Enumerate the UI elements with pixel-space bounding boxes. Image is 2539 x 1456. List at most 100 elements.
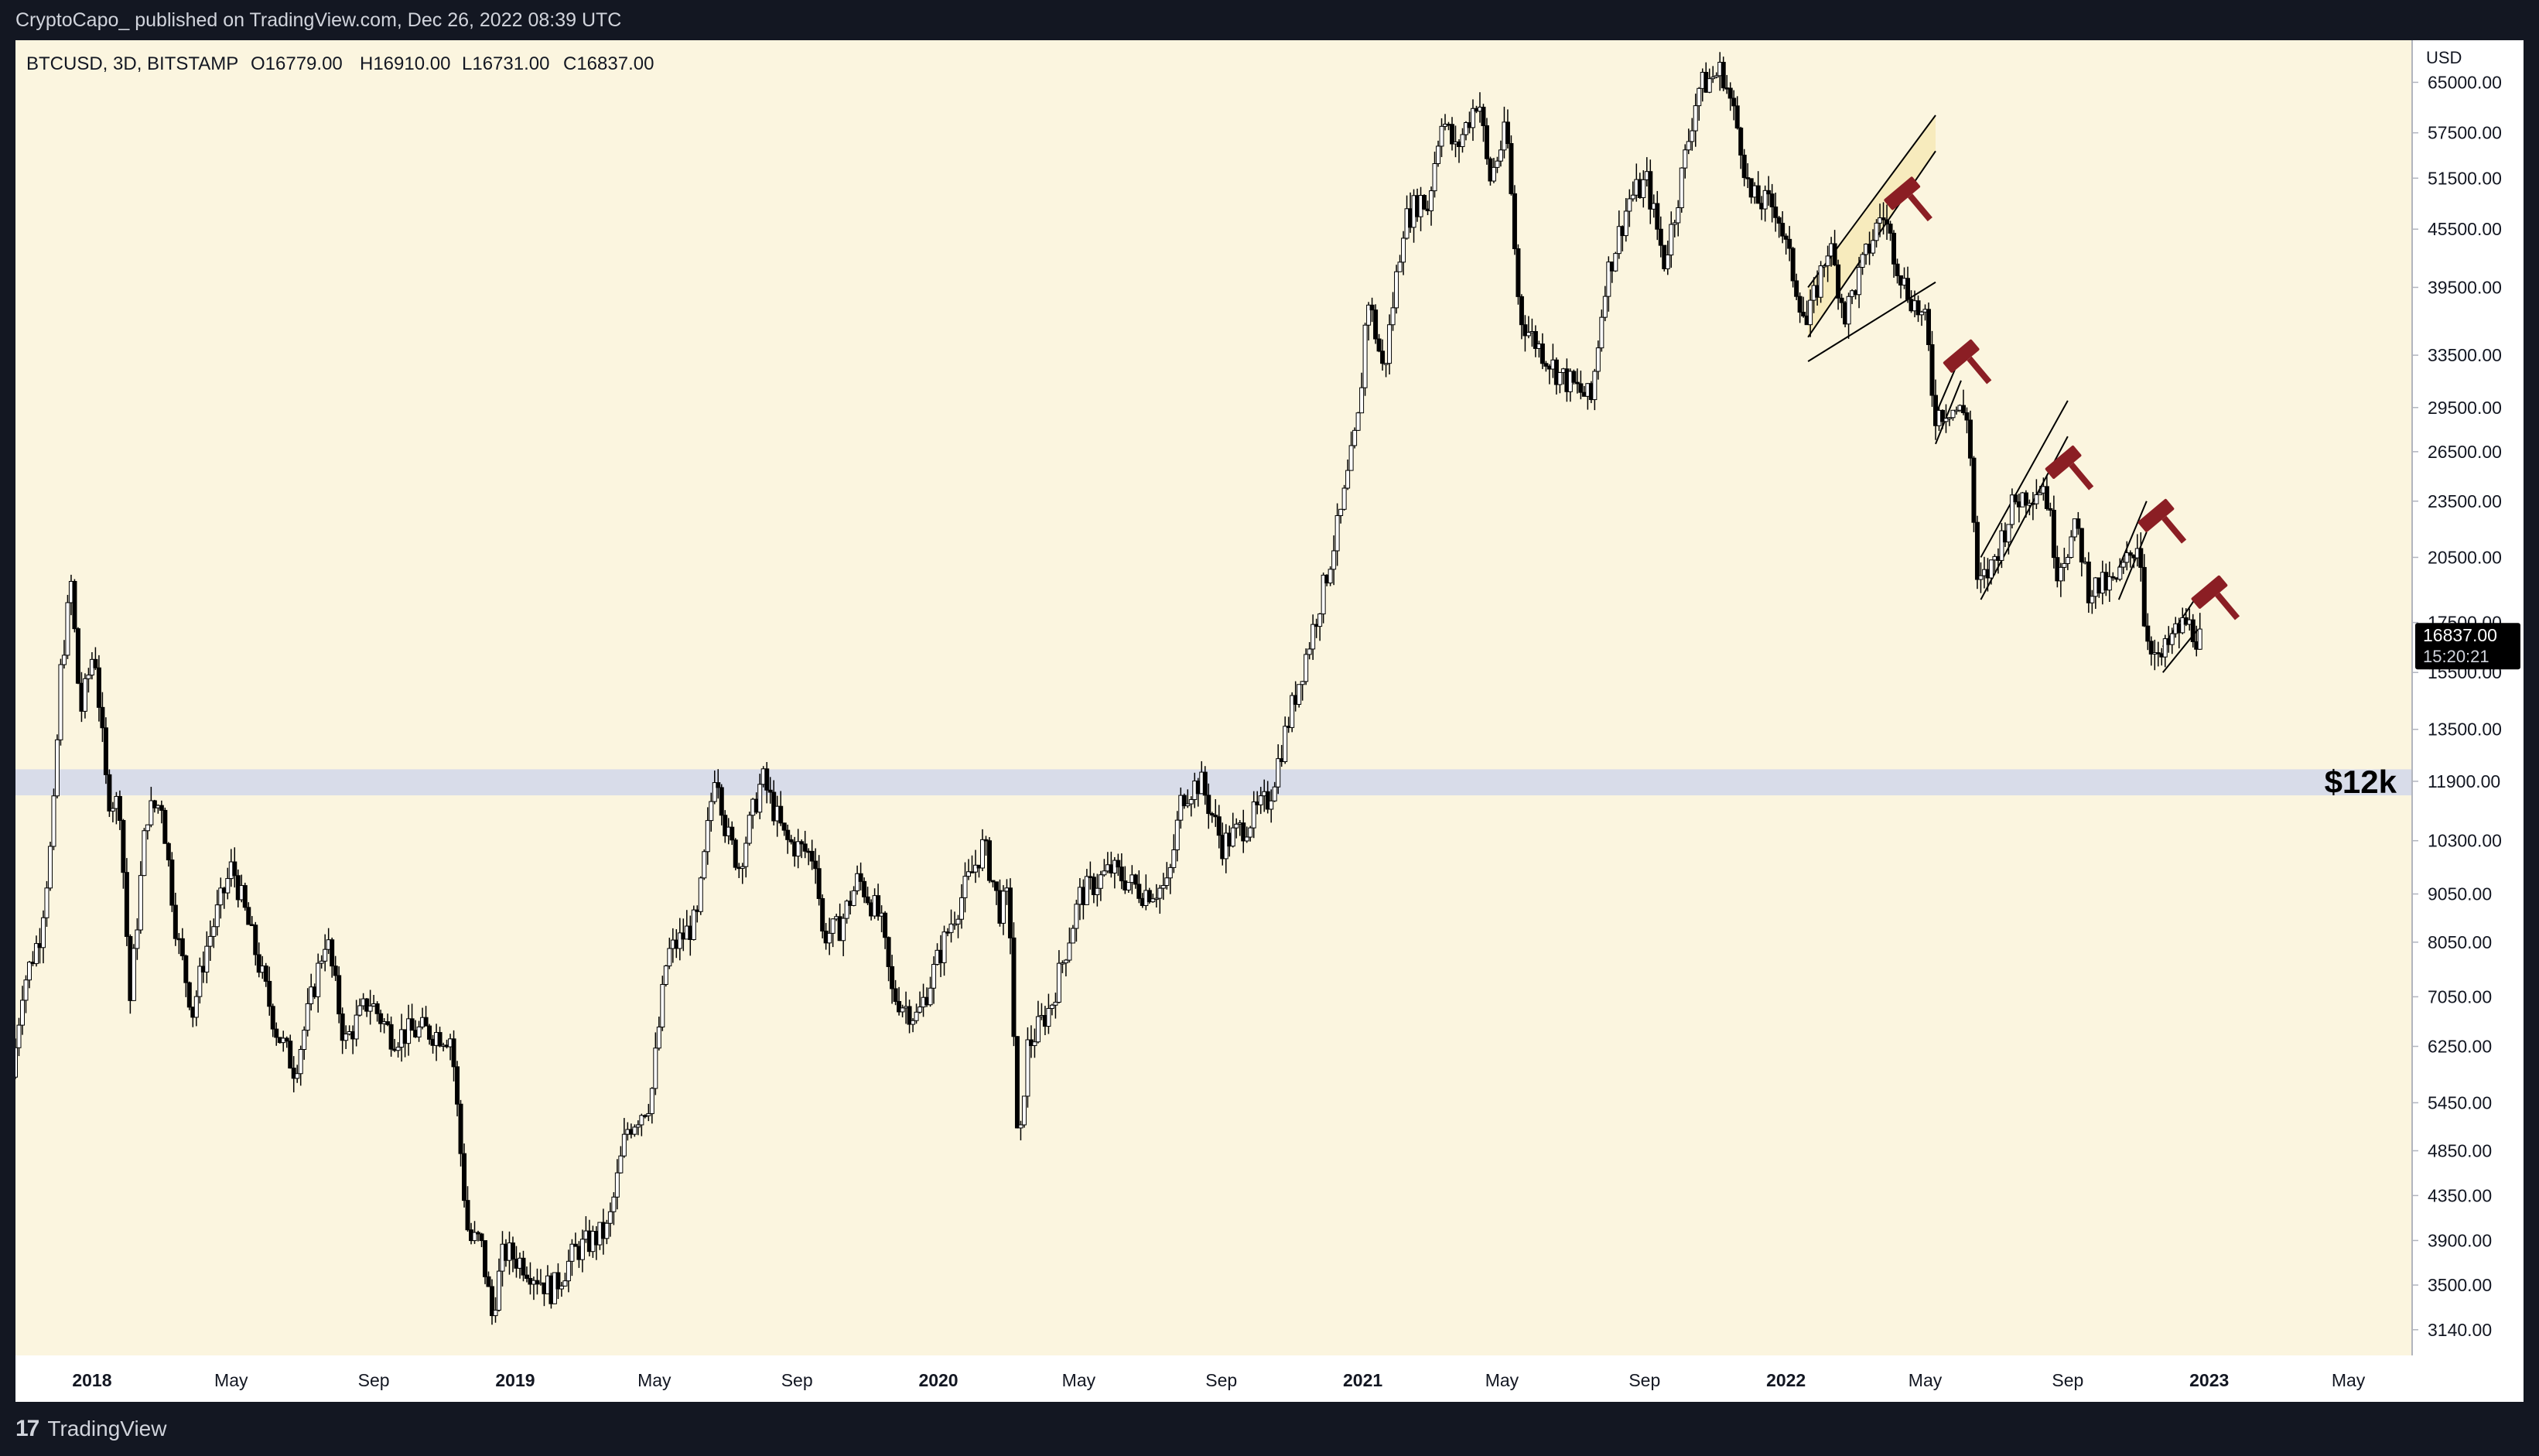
price-tick-label: 11900.00 [2428,771,2500,791]
candle-body [1160,885,1166,889]
time-tick-label: Sep [358,1370,390,1390]
candle-body [858,873,863,882]
candle-body [2048,508,2053,511]
candle-body [1401,238,1406,263]
currency-label: USD [2426,48,2462,67]
candle-body [1707,78,1712,93]
candle-body [72,580,77,630]
candle-body [521,1257,526,1276]
hammer-head [2045,445,2082,479]
candle-body [1171,849,1177,868]
candle-body [993,881,999,891]
candle-body [61,655,67,665]
candle-body [813,860,818,870]
candle-body [1304,654,1309,682]
candle-body [1825,255,1830,266]
price-tick-label: 4850.00 [2428,1140,2492,1160]
candle-body [1519,296,1524,326]
candle-body [897,1000,902,1013]
candle-body [1860,254,1865,268]
candle-body [1710,77,1716,80]
candle-body [406,1018,412,1044]
candle-body [1230,827,1235,847]
time-tick-label: May [214,1370,248,1390]
candle-body [1578,383,1584,393]
candle-body [614,1172,620,1198]
time-tick-label: 2018 [72,1370,111,1390]
footer-brand[interactable]: TradingView [47,1417,167,1441]
candle-body [1188,799,1194,805]
candle-body [263,966,268,982]
candle-body [1741,154,1747,179]
candle-body [357,1005,363,1016]
time-axis-ticks: 2018 May Sep 2019 May Sep 2020 May Sep 2021 May Sep… [72,1370,2365,1390]
candle-body [330,939,335,967]
hammer-handle [2161,515,2187,544]
candle-body [639,1115,644,1126]
candle-body [1021,1095,1027,1126]
candle-body [2006,524,2011,543]
candle-body [1390,307,1396,326]
candle-body [204,945,210,972]
candle-body [1463,122,1468,135]
price-tick-label: 45500.00 [2428,219,2502,239]
candle-body [660,983,665,1028]
hammer-head [2191,575,2228,609]
candle-body [1946,417,1952,419]
candle-body [51,795,56,847]
price-tick-label: 65000.00 [2428,72,2502,92]
candle-body [764,768,770,791]
candle-body [990,880,996,883]
channel-line [2117,501,2148,568]
candle-body [649,1088,654,1114]
candle-body [1150,898,1156,903]
candle-body [2155,652,2161,655]
price-tick-label: 26500.00 [2428,442,2502,462]
candle-body [632,1126,637,1135]
candle-body [455,1066,460,1105]
candle-body [1133,874,1138,885]
candle-body [1383,363,1389,365]
candle-body [865,896,870,904]
candle-body [1801,312,1806,316]
candle-body [646,1113,651,1116]
candle-body [1721,61,1726,89]
candle-body [305,1003,310,1031]
candle-body [86,675,91,679]
candle-body [1439,125,1444,147]
candle-body [162,809,168,844]
candle-body [465,1200,470,1231]
candle-body [1616,226,1621,255]
candle-body [1091,877,1096,896]
hammer-handle [2215,592,2240,620]
candle-body [1836,264,1841,299]
publish-header: CryptoCapo_ published on TradingView.com… [0,0,2539,40]
candle-body [214,904,220,928]
candle-body [96,667,101,708]
candle-body [1599,316,1604,349]
candle-body [844,901,849,919]
candle-body [621,1133,627,1157]
candle-body [1035,1016,1041,1043]
candle-body [1967,419,1973,459]
candle-body [1495,160,1500,168]
candle-body [1602,296,1608,318]
candle-body [40,917,46,948]
price-axis-background[interactable] [2412,40,2524,1402]
candle-body [656,1027,661,1049]
candle-body [2013,494,2018,503]
candle-body [1126,882,1131,890]
btc-candlestick-chart[interactable]: BTCUSD, 3D, BITSTAMP O16779.00 H16910.00… [15,40,2524,1402]
price-tick-label: 5450.00 [2428,1092,2492,1113]
candle-body [569,1243,575,1262]
candle-body [1348,445,1354,471]
candle-body [1157,887,1163,899]
chart-frame[interactable]: BTCUSD, 3D, BITSTAMP O16779.00 H16910.00… [15,40,2524,1402]
candle-body [723,815,728,836]
candle-body [1574,381,1580,385]
candle-body [476,1232,481,1235]
time-axis-background[interactable] [15,1355,2412,1402]
candle-body [142,830,147,877]
candle-body [962,876,968,898]
candle-body [1658,228,1663,246]
